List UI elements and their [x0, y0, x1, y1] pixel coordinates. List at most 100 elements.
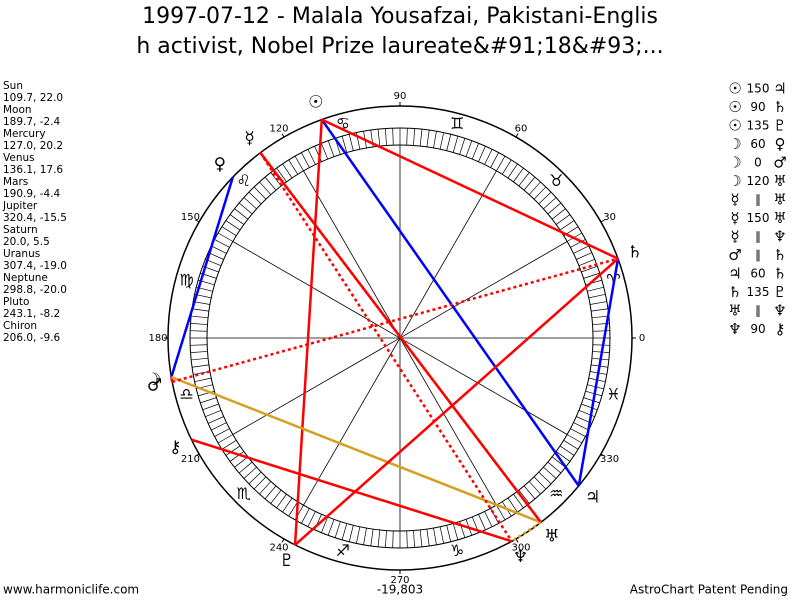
band-tick [221, 226, 237, 237]
band-tick [484, 511, 493, 527]
band-tick [264, 485, 277, 500]
planet-name: Mercury [3, 128, 46, 140]
band-tick [238, 461, 253, 474]
band-tick [205, 409, 222, 417]
zodiac-sign: ♍ [179, 270, 193, 289]
band-tick [496, 504, 506, 521]
band-tick [555, 451, 571, 462]
planet-name: Pluto [3, 296, 29, 308]
band-tick [413, 530, 415, 548]
band-tick [229, 451, 245, 462]
planet-position: 127.0, 20.2 [3, 140, 63, 152]
aspect-line [321, 118, 619, 260]
aspect-symbol: 90 [750, 322, 765, 336]
band-tick [581, 265, 598, 273]
aspect-symbol: 135 [747, 119, 770, 133]
band-tick [465, 140, 473, 157]
degree-label: 120 [269, 123, 288, 134]
band-tick [243, 466, 257, 479]
band-tick [433, 131, 437, 148]
aspect-from: ♄ [728, 283, 741, 301]
degree-label: 300 [511, 543, 530, 554]
band-tick [570, 239, 586, 248]
degree-label: 180 [148, 333, 167, 344]
planet-name: Uranus [3, 248, 40, 260]
band-tick [392, 530, 394, 548]
aspect-symbol: ∥ [755, 248, 761, 262]
band-tick [259, 181, 272, 195]
band-tick [363, 528, 367, 545]
planet-position: 320.4, -15.5 [3, 212, 67, 224]
planet-glyph: ♇ [279, 551, 294, 571]
planet-glyph: ♀ [214, 155, 226, 175]
band-tick [547, 202, 562, 215]
band-tick [446, 525, 452, 542]
band-tick [190, 330, 208, 332]
band-tick [547, 461, 562, 474]
band-tick [478, 146, 486, 162]
aspect-to: ♆ [773, 302, 786, 320]
planet-name: Neptune [3, 272, 48, 284]
aspect-line [191, 438, 513, 543]
band-tick [214, 239, 230, 248]
aspect-symbol: 150 [747, 211, 770, 225]
band-tick [348, 525, 354, 542]
aspect-from: ☉ [728, 98, 741, 116]
planet-glyph: ⚷ [169, 438, 181, 458]
band-tick [446, 134, 452, 151]
band-tick [559, 220, 575, 231]
band-tick [200, 397, 217, 404]
band-tick [217, 434, 234, 444]
band-tick [327, 519, 335, 536]
aspect-symbol: ∥ [755, 304, 761, 318]
planet-glyph: ☉ [308, 93, 323, 113]
planet-name: Chiron [3, 320, 37, 332]
band-tick [518, 172, 530, 187]
planet-position: 20.0, 5.5 [3, 236, 50, 248]
rim-tick [515, 133, 519, 138]
rim-tick [515, 538, 519, 543]
planet-glyph: ☿ [244, 128, 254, 148]
planet-glyph: ♆ [513, 547, 528, 567]
band-tick [208, 252, 224, 260]
band-tick [243, 197, 257, 210]
band-tick [385, 128, 387, 146]
aspect-symbol: 0 [754, 156, 762, 170]
band-tick [507, 163, 518, 179]
band-tick [426, 129, 430, 147]
rim-tick [195, 453, 200, 457]
planet-name: Moon [3, 104, 32, 116]
band-tick [270, 489, 282, 504]
aspect-from: ☽ [728, 154, 741, 172]
band-tick [214, 428, 230, 437]
band-tick [413, 128, 415, 146]
band-tick [559, 445, 575, 456]
aspect-to: ♀ [775, 135, 786, 153]
band-tick [370, 529, 374, 547]
aspect-symbol: 120 [747, 174, 770, 188]
aspect-to: ♃ [773, 80, 786, 98]
band-tick [496, 155, 506, 172]
band-tick [282, 497, 293, 513]
degree-label: 30 [603, 212, 616, 223]
band-tick [406, 128, 408, 146]
band-tick [253, 186, 267, 200]
aspect-symbol: 90 [750, 100, 765, 114]
band-tick [507, 497, 518, 513]
aspect-to: ♅ [773, 191, 786, 209]
aspect-from: ☉ [728, 80, 741, 98]
planet-glyph: ♃ [585, 487, 600, 507]
zodiac-sign: ♊ [450, 114, 464, 133]
band-tick [307, 149, 316, 165]
band-tick [288, 159, 299, 175]
band-tick [591, 308, 609, 312]
aspect-symbol: 60 [750, 267, 765, 281]
zodiac-sign: ♐ [336, 541, 350, 560]
band-tick [301, 152, 310, 168]
aspect-to: ♄ [773, 265, 786, 283]
planet-glyph: ♅ [544, 527, 559, 547]
aspect-to: ♇ [773, 117, 786, 135]
degree-label: 0 [639, 333, 645, 344]
band-tick [551, 208, 566, 220]
zodiac-sign: ♏ [237, 484, 251, 503]
